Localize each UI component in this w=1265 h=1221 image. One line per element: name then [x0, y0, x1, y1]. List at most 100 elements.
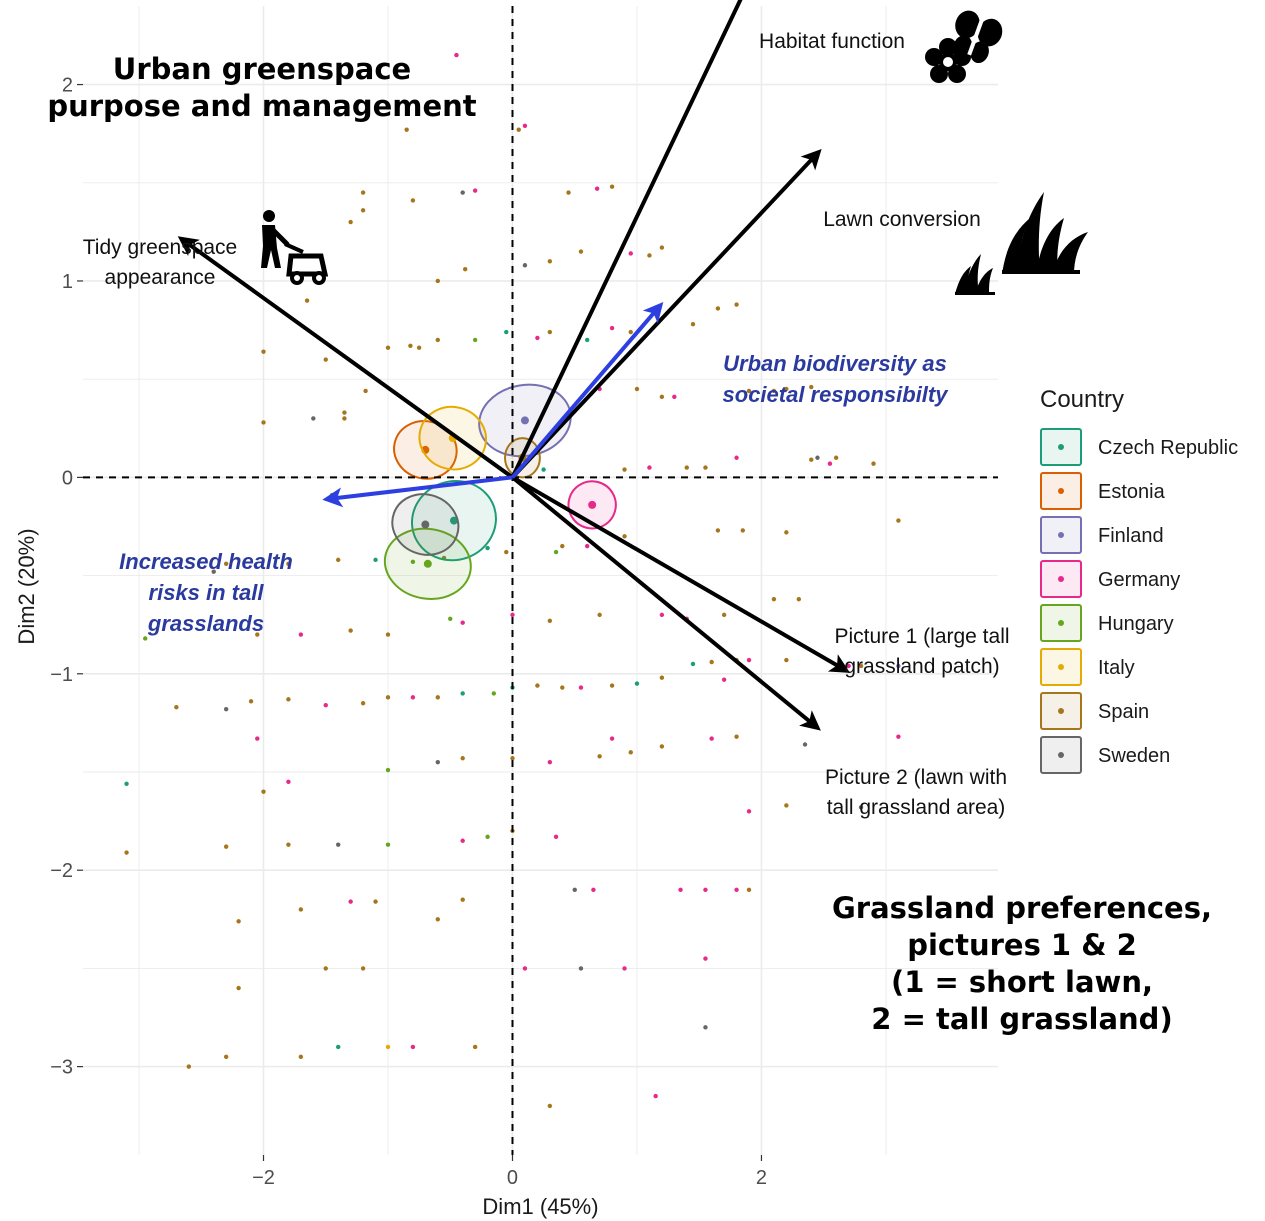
- data-point: [360, 190, 366, 195]
- data-point: [815, 455, 820, 460]
- data-point: [721, 677, 727, 682]
- legend-dot: [1058, 752, 1064, 758]
- data-point: [896, 518, 901, 523]
- data-point: [672, 394, 677, 400]
- data-point: [460, 756, 465, 761]
- data-point: [784, 657, 789, 663]
- supplementary-arrow: [510, 301, 664, 479]
- data-point: [734, 455, 739, 460]
- data-point: [653, 1093, 658, 1099]
- data-point: [360, 966, 366, 971]
- data-point: [485, 834, 490, 840]
- data-point: [678, 887, 683, 893]
- data-point: [410, 559, 416, 565]
- data-point: [223, 1054, 229, 1059]
- axes: −2 0 2 −3 −2 −1 0 1 2: [50, 75, 767, 1189]
- data-point: [504, 549, 509, 555]
- legend-dot: [1058, 620, 1064, 626]
- country-ellipses: [383, 383, 617, 600]
- annotation-text: (1 = short lawn,: [891, 965, 1153, 999]
- variable-arrow: [177, 236, 514, 480]
- data-point: [485, 545, 490, 551]
- legend-dot: [1058, 532, 1064, 538]
- data-point: [597, 754, 602, 759]
- data-point: [715, 306, 721, 311]
- data-point: [336, 557, 341, 563]
- data-point: [896, 663, 901, 669]
- data-point: [348, 219, 353, 225]
- data-point: [385, 345, 391, 350]
- data-point: [690, 321, 696, 327]
- x-tick-label: 2: [756, 1167, 767, 1189]
- data-point: [784, 530, 789, 535]
- country-centroid: [520, 416, 529, 425]
- data-point: [827, 461, 833, 466]
- data-point: [659, 245, 665, 250]
- variable-label: appearance: [105, 266, 216, 289]
- legend: Country Czech Republic Estonia Finland Germa…: [1040, 386, 1238, 774]
- country-centroid: [449, 516, 458, 525]
- data-point: [796, 596, 802, 602]
- data-point: [435, 759, 440, 765]
- individual-points: [124, 52, 901, 1109]
- supplementary-label: risks in tall: [149, 580, 265, 605]
- data-point: [404, 127, 409, 132]
- annotations: Habitat function Lawn conversion Tidy gree…: [47, 30, 1212, 1036]
- data-point: [385, 632, 391, 637]
- data-point: [504, 329, 509, 335]
- data-point: [690, 661, 696, 667]
- data-point: [385, 1044, 391, 1050]
- variable-arrow: [510, 0, 743, 479]
- supplementary-label: Increased health: [119, 549, 293, 574]
- data-point: [578, 685, 584, 690]
- data-point: [547, 618, 553, 623]
- y-tick-label: 2: [62, 75, 73, 97]
- data-point: [522, 966, 528, 971]
- legend-dot: [1058, 664, 1064, 670]
- data-point: [435, 695, 440, 700]
- data-point: [734, 887, 739, 893]
- supplementary-label: Urban biodiversity as: [723, 351, 947, 376]
- data-point: [460, 620, 465, 625]
- y-axis-title: Dim2 (20%): [14, 528, 39, 644]
- data-point: [547, 259, 553, 264]
- data-point: [360, 701, 366, 706]
- annotation-text: Grassland preferences,: [832, 891, 1212, 925]
- legend-dot: [1058, 488, 1064, 494]
- data-point: [584, 543, 590, 549]
- data-point: [858, 663, 864, 669]
- data-point: [510, 612, 515, 618]
- data-point: [261, 789, 266, 794]
- data-point: [809, 384, 814, 390]
- data-point: [236, 919, 241, 924]
- data-point: [721, 612, 727, 618]
- data-point: [547, 759, 553, 765]
- data-point: [628, 750, 633, 755]
- data-point: [373, 557, 378, 563]
- data-point: [771, 596, 777, 602]
- data-point: [342, 410, 347, 415]
- data-point: [709, 659, 714, 665]
- data-point: [734, 302, 739, 307]
- data-point: [472, 188, 478, 193]
- data-point: [248, 699, 254, 704]
- data-point: [286, 561, 291, 567]
- annotation-text: purpose and management: [47, 89, 476, 123]
- data-point: [348, 628, 353, 633]
- legend-label: Estonia: [1098, 481, 1166, 503]
- data-point: [286, 697, 291, 702]
- data-point: [410, 198, 416, 203]
- lawn-mower-icon: [261, 210, 329, 285]
- country-centroid: [421, 520, 430, 529]
- data-point: [659, 744, 665, 749]
- data-point: [659, 612, 665, 618]
- data-point: [584, 337, 590, 343]
- data-point: [124, 850, 129, 855]
- data-point: [535, 683, 540, 688]
- data-point: [647, 253, 652, 258]
- data-point: [522, 263, 528, 268]
- data-point: [261, 349, 266, 354]
- data-point: [363, 388, 368, 394]
- legend-dot: [1058, 576, 1064, 582]
